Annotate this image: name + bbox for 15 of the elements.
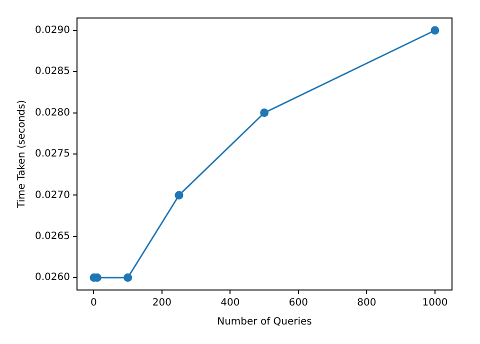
y-tick-label: 0.0275 (34, 148, 70, 160)
x-tick-label: 0 (90, 298, 97, 309)
y-axis-title: Time Taken (seconds) (16, 100, 28, 210)
y-tick-label: 0.0290 (34, 24, 70, 36)
y-tick-label: 0.0260 (34, 272, 70, 284)
x-tick-label: 600 (288, 298, 308, 309)
x-tick-label: 400 (220, 298, 240, 309)
x-tick-label: 800 (357, 298, 376, 309)
y-tick-label: 0.0280 (34, 107, 70, 118)
x-tick-label: 1000 (422, 298, 448, 309)
y-tick-label: 0.0270 (34, 190, 70, 201)
y-tick-label: 0.0285 (34, 66, 70, 78)
x-axis-title: Number of Queries (217, 316, 312, 328)
y-tick-label: 0.0265 (34, 231, 70, 242)
x-tick-label: 200 (152, 298, 172, 309)
